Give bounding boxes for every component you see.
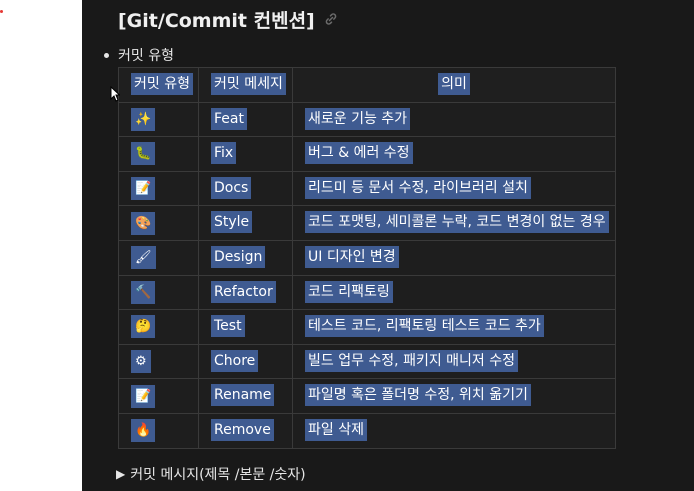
type-cell[interactable]: Refactor: [198, 274, 293, 311]
mouse-pointer-icon: [110, 86, 120, 102]
type-label: Docs: [211, 176, 252, 199]
fire-icon: 🔥: [131, 419, 156, 443]
meaning-label: 코드 리팩토링: [305, 280, 393, 303]
emoji-cell[interactable]: 📝: [118, 170, 199, 207]
type-cell[interactable]: Style: [198, 205, 293, 241]
meaning-label: 파일명 혹은 폴더명 수정, 위치 옮기기: [305, 384, 531, 407]
type-label: Refactor: [211, 280, 276, 303]
emoji-cell[interactable]: 🐛: [118, 136, 199, 172]
table-row: 🐛 Fix 버그 & 에러 수정: [118, 136, 616, 172]
header-cell-type[interactable]: 커밋 유형: [118, 67, 199, 103]
toggle-commit-message[interactable]: ▶ 커밋 메시지(제목 /본문 /숫자): [116, 463, 306, 485]
bullet-label: 커밋 유형: [118, 48, 174, 64]
table-row: ✨ Feat 새로운 기능 추가: [118, 101, 616, 138]
type-label: Feat: [211, 107, 247, 130]
triangle-right-icon[interactable]: ▶: [116, 467, 126, 481]
memo-icon: 📝: [131, 176, 156, 200]
bug-icon: 🐛: [131, 142, 156, 166]
heading-title: [Git/Commit 컨벤션]: [118, 9, 315, 32]
memo-icon: 📝: [131, 384, 156, 408]
thinking-face-icon: 🤔: [131, 315, 156, 339]
page-heading: [Git/Commit 컨벤션]: [118, 6, 339, 32]
header-cell-meaning[interactable]: 의미: [292, 67, 616, 103]
header-meaning-label: 의미: [438, 73, 470, 96]
bullet-commit-types: 커밋 유형: [104, 45, 174, 65]
palette-icon: 🎨: [131, 211, 156, 235]
table-row: 🔨 Refactor 코드 리팩토링: [118, 274, 616, 311]
meaning-cell[interactable]: 버그 & 에러 수정: [292, 136, 616, 172]
type-label: Chore: [211, 349, 259, 372]
type-label: Test: [211, 315, 245, 338]
meaning-cell[interactable]: 파일명 혹은 폴더명 수정, 위치 옮기기: [292, 378, 616, 414]
meaning-label: 코드 포맷팅, 세미콜론 누락, 코드 변경이 없는 경우: [305, 211, 609, 234]
type-cell[interactable]: Fix: [198, 136, 293, 172]
type-label: Fix: [211, 142, 237, 165]
table-row: ⚙ Chore 빌드 업무 수정, 패키지 매니저 수정: [118, 343, 616, 380]
bullet-dot-icon: [104, 52, 109, 58]
meaning-label: UI 디자인 변경: [305, 246, 399, 269]
type-label: Design: [211, 246, 266, 269]
meaning-cell[interactable]: 파일 삭제: [292, 412, 616, 449]
meaning-cell[interactable]: 빌드 업무 수정, 패키지 매니저 수정: [292, 343, 616, 380]
meaning-cell[interactable]: 새로운 기능 추가: [292, 101, 616, 138]
meaning-cell[interactable]: 리드미 등 문서 수정, 라이브러리 설치: [292, 170, 616, 207]
meaning-label: 버그 & 에러 수정: [305, 142, 413, 165]
emoji-cell[interactable]: 🔨: [118, 274, 199, 311]
type-label: Style: [211, 211, 253, 234]
table-row: 🔥 Remove 파일 삭제: [118, 412, 616, 449]
toggle-label: 커밋 메시지(제목 /본문 /숫자): [130, 467, 306, 483]
header-cell-message[interactable]: 커밋 메세지: [198, 67, 293, 103]
table-header-row: 커밋 유형 커밋 메세지 의미: [118, 67, 616, 103]
type-cell[interactable]: Chore: [198, 343, 293, 380]
type-cell[interactable]: Test: [198, 309, 293, 345]
meaning-label: 테스트 코드, 리팩토링 테스트 코드 추가: [305, 315, 544, 338]
table-row: 📝 Rename 파일명 혹은 폴더명 수정, 위치 옮기기: [118, 378, 616, 414]
type-cell[interactable]: Remove: [198, 412, 293, 449]
meaning-cell[interactable]: 테스트 코드, 리팩토링 테스트 코드 추가: [292, 309, 616, 345]
gear-icon: ⚙: [131, 349, 151, 373]
red-dot-marker: [0, 10, 3, 13]
meaning-label: 파일 삭제: [305, 418, 367, 441]
emoji-cell[interactable]: ✨: [118, 101, 199, 138]
type-cell[interactable]: Docs: [198, 170, 293, 207]
type-cell[interactable]: Design: [198, 239, 293, 276]
header-message-label: 커밋 메세지: [211, 73, 286, 96]
emoji-cell[interactable]: 🤔: [118, 309, 199, 345]
emoji-cell[interactable]: ⚙: [118, 343, 199, 380]
emoji-cell[interactable]: 🎨: [118, 205, 199, 241]
sparkles-icon: ✨: [131, 107, 156, 131]
meaning-cell[interactable]: 코드 포맷팅, 세미콜론 누락, 코드 변경이 없는 경우: [292, 205, 616, 241]
hammer-icon: 🔨: [131, 280, 156, 304]
type-label: Rename: [211, 384, 275, 407]
table-row: 🎨 Style 코드 포맷팅, 세미콜론 누락, 코드 변경이 없는 경우: [118, 205, 616, 241]
left-blank-area: [0, 0, 82, 491]
type-cell[interactable]: Feat: [198, 101, 293, 138]
table-row: 🖌 Design UI 디자인 변경: [118, 239, 616, 276]
meaning-label: 빌드 업무 수정, 패키지 매니저 수정: [305, 349, 519, 372]
type-label: Remove: [211, 418, 274, 441]
emoji-cell[interactable]: 🖌: [118, 239, 199, 276]
meaning-label: 새로운 기능 추가: [305, 107, 411, 130]
emoji-cell[interactable]: 🔥: [118, 412, 199, 449]
paintbrush-icon: 🖌: [131, 246, 156, 270]
table-row: 🤔 Test 테스트 코드, 리팩토링 테스트 코드 추가: [118, 309, 616, 345]
link-icon[interactable]: [323, 11, 339, 27]
commit-convention-table: 커밋 유형 커밋 메세지 의미 ✨ Feat 새로운 기능 추가 🐛 Fix 버…: [118, 67, 616, 449]
meaning-cell[interactable]: UI 디자인 변경: [292, 239, 616, 276]
header-type-label: 커밋 유형: [131, 73, 193, 96]
meaning-cell[interactable]: 코드 리팩토링: [292, 274, 616, 311]
meaning-label: 리드미 등 문서 수정, 라이브러리 설치: [305, 176, 531, 199]
document-page: [Git/Commit 컨벤션] 커밋 유형 커밋 유형 커밋 메세지 의미 ✨: [82, 0, 694, 491]
emoji-cell[interactable]: 📝: [118, 378, 199, 414]
table-row: 📝 Docs 리드미 등 문서 수정, 라이브러리 설치: [118, 170, 616, 207]
type-cell[interactable]: Rename: [198, 378, 293, 414]
